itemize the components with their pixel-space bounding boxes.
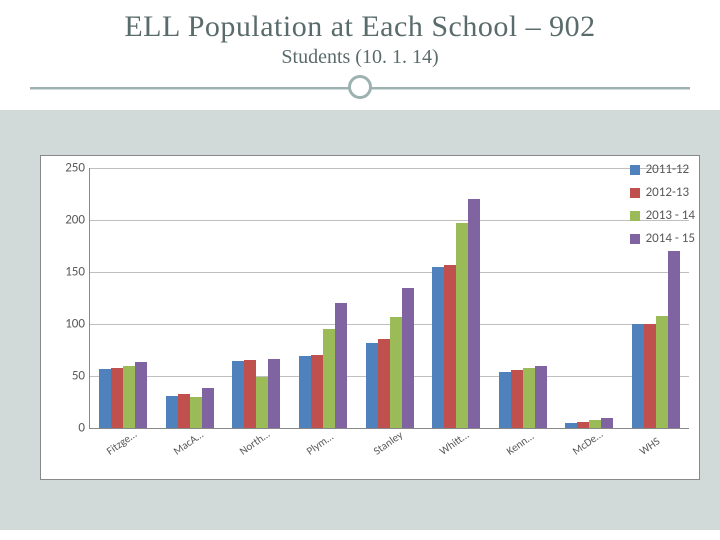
plot-area xyxy=(89,168,689,429)
legend: 2011-12 2012-13 2013 - 14 2014 - 15 xyxy=(630,162,695,254)
bar xyxy=(123,366,135,428)
y-tick-label: 100 xyxy=(51,317,85,332)
bar xyxy=(565,423,577,428)
y-tick-label: 150 xyxy=(51,265,85,280)
slide-subtitle: Students (10. 1. 14) xyxy=(30,46,690,69)
bar xyxy=(535,366,547,428)
x-tick-label: North… xyxy=(237,428,272,458)
slide-title: ELL Population at Each School – 902 xyxy=(30,10,690,44)
bar xyxy=(232,361,244,428)
bar xyxy=(402,288,414,428)
bar xyxy=(378,339,390,428)
x-tick-label: Kenn… xyxy=(504,430,536,458)
bar xyxy=(644,324,656,428)
legend-label: 2014 - 15 xyxy=(646,231,695,246)
x-tick-label: McDe… xyxy=(570,428,605,458)
x-tick-label: Whitt… xyxy=(437,428,471,457)
bar xyxy=(523,368,535,428)
legend-item: 2013 - 14 xyxy=(630,208,695,223)
bar xyxy=(601,418,613,428)
x-tick-label: WHS xyxy=(637,435,662,458)
bar xyxy=(99,369,111,428)
legend-label: 2011-12 xyxy=(646,162,690,177)
ring-icon xyxy=(348,75,372,99)
bar xyxy=(632,324,644,428)
y-tick-label: 50 xyxy=(51,369,85,384)
bar xyxy=(190,397,202,428)
bar xyxy=(432,267,444,428)
x-tick-label: Stanley xyxy=(371,428,405,457)
bar xyxy=(202,388,214,428)
y-tick-label: 250 xyxy=(51,161,85,176)
legend-swatch xyxy=(630,211,640,221)
bar xyxy=(589,420,601,428)
chart-container: 0 50 100 150 200 250 Fitzge… MacA… North… Plym… S… xyxy=(40,155,700,480)
bar xyxy=(499,372,511,428)
x-tick-label: Fitzge… xyxy=(104,428,139,458)
bar xyxy=(668,251,680,428)
bar xyxy=(656,316,668,428)
legend-swatch xyxy=(630,165,640,175)
legend-swatch xyxy=(630,188,640,198)
bar xyxy=(323,329,335,428)
bar xyxy=(511,370,523,428)
y-tick-label: 200 xyxy=(51,213,85,228)
bar xyxy=(468,199,480,428)
bar xyxy=(311,355,323,428)
slide-header: ELL Population at Each School – 902 Stud… xyxy=(0,0,720,77)
bar xyxy=(299,356,311,428)
bar xyxy=(390,317,402,428)
bar xyxy=(256,377,268,428)
legend-swatch xyxy=(630,234,640,244)
bar xyxy=(178,394,190,428)
bar xyxy=(366,343,378,428)
bar xyxy=(135,362,147,428)
legend-item: 2014 - 15 xyxy=(630,231,695,246)
bars-layer xyxy=(90,168,689,428)
legend-item: 2011-12 xyxy=(630,162,695,177)
bar xyxy=(268,359,280,428)
legend-item: 2012-13 xyxy=(630,185,695,200)
bar xyxy=(577,422,589,428)
title-divider xyxy=(30,77,690,97)
x-tick-label: MacA… xyxy=(171,428,206,458)
bar xyxy=(444,265,456,428)
legend-label: 2013 - 14 xyxy=(646,208,695,223)
legend-label: 2012-13 xyxy=(646,185,690,200)
bar xyxy=(335,303,347,428)
bar xyxy=(244,360,256,428)
bar xyxy=(111,368,123,428)
bar xyxy=(166,396,178,428)
x-tick-label: Plym… xyxy=(304,430,336,458)
bar xyxy=(456,223,468,428)
y-tick-label: 0 xyxy=(51,421,85,436)
